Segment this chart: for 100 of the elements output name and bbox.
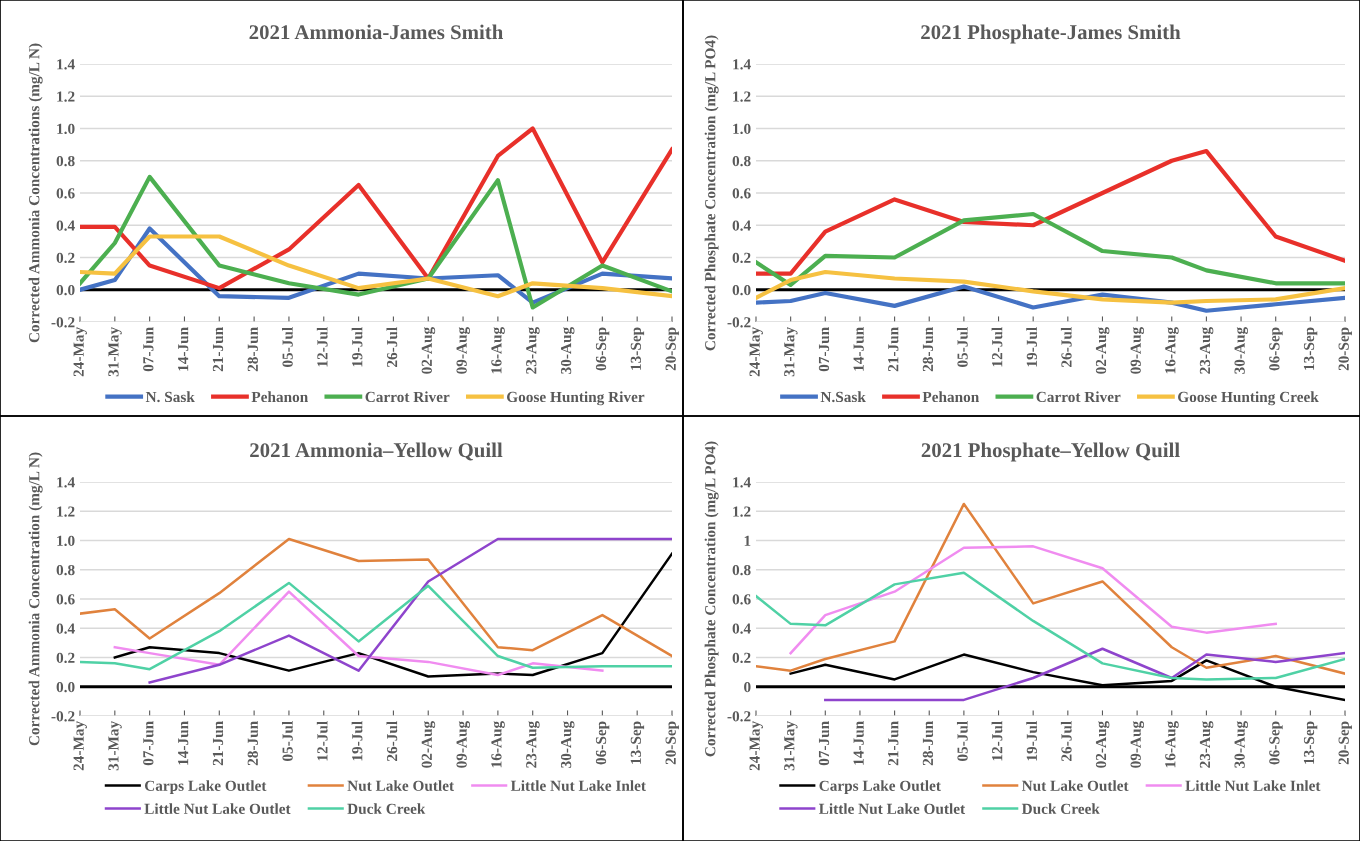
x-tick-label: 24-May <box>73 327 87 377</box>
x-tick-label: 28-Jun <box>247 327 258 372</box>
line-series <box>756 502 1345 675</box>
line-series <box>80 126 672 291</box>
x-tick-label: 20-Sep <box>665 721 679 765</box>
legend-label: Carrot River <box>365 391 450 403</box>
x-tick-label: 14-Jun <box>853 721 864 765</box>
x-tick-label: 30-Aug <box>1234 721 1248 768</box>
x-tick-label: 05-Jul <box>282 327 293 368</box>
y-tick-label: 1.2 <box>57 506 75 517</box>
legend-label: Goose Hunting River <box>507 391 645 406</box>
legend-label: N. Sask <box>145 391 195 403</box>
x-tick-label: 31-May <box>108 721 122 771</box>
x-tick-label: 13-Sep <box>1303 327 1318 370</box>
legend-label: Pehanon <box>922 391 980 403</box>
y-tick-label: 1.4 <box>733 477 751 488</box>
x-tick-label: 05-Jul <box>282 721 293 762</box>
x-tick-label: 06-Sep <box>595 327 610 371</box>
legend-label: Little Nut Lake Inlet <box>1185 780 1321 791</box>
x-tick-label: 07-Jun <box>818 721 830 766</box>
y-tick-label: 0.6 <box>56 594 75 605</box>
line-series <box>824 647 1345 702</box>
y-axis-title: Corrected Ammonia Concentration (mg/L N) <box>28 452 43 746</box>
y-tick-label: -0.2 <box>51 317 75 328</box>
x-tick-label: 12-Jul <box>991 721 1003 761</box>
y-tick-label: 1.0 <box>57 123 75 135</box>
x-tick-label: 06-Sep <box>1269 721 1283 765</box>
x-tick-label: 28-Jun <box>247 721 258 766</box>
y-tick-label: 0.8 <box>732 155 751 167</box>
line-series <box>756 269 1345 305</box>
legend-label: Duck Creek <box>347 803 426 815</box>
legend-label: Carrot River <box>1036 391 1121 403</box>
line-series <box>80 537 672 658</box>
chart-title: 2021 Ammonia-James Smith <box>249 24 504 40</box>
x-tick-label: 26-Jul <box>386 327 398 367</box>
y-tick-label: -0.2 <box>727 711 751 722</box>
line-series <box>148 537 672 684</box>
y-tick-label: 1.4 <box>733 59 751 70</box>
legend-label: Little Nut Lake Outlet <box>818 803 966 815</box>
x-tick-label: 05-Jul <box>956 721 968 762</box>
y-tick-label: -0.2 <box>51 711 75 722</box>
x-tick-label: 30-Aug <box>1234 327 1248 374</box>
x-tick-label: 12-Jul <box>316 721 328 761</box>
y-tick-label: 0.0 <box>732 284 751 296</box>
x-tick-label: 14-Jun <box>178 327 189 371</box>
x-tick-label: 16-Aug <box>491 327 505 374</box>
y-tick-label: 0.0 <box>56 681 75 693</box>
y-tick-label: 0 <box>744 681 751 693</box>
y-tick-label: 0.4 <box>732 623 751 634</box>
x-tick-label: 05-Jul <box>956 327 968 368</box>
legend-label: Nut Lake Outlet <box>347 780 455 791</box>
x-tick-label: 19-Jul <box>1026 327 1038 367</box>
y-tick-label: 1.2 <box>57 91 75 102</box>
x-tick-label: 21-Jun <box>212 327 224 372</box>
x-tick-label: 31-May <box>784 327 798 377</box>
x-tick-label: 09-Aug <box>456 721 470 768</box>
x-tick-label: 23-Aug <box>526 721 540 768</box>
line-series <box>756 571 1345 681</box>
y-axis-title: Corrected Phosphate Concentration (mg/L PO4) <box>704 441 719 757</box>
x-tick-label: 19-Jul <box>1026 721 1038 761</box>
x-tick-label: 14-Jun <box>178 721 189 765</box>
y-tick-label: 0.4 <box>732 220 751 231</box>
y-tick-label: 1.4 <box>57 477 75 488</box>
legend-label: Nut Lake Outlet <box>1021 780 1129 791</box>
x-tick-label: 02-Aug <box>1095 327 1110 374</box>
x-tick-label: 24-May <box>749 721 763 771</box>
x-tick-label: 31-May <box>108 327 122 377</box>
x-tick-label: 24-May <box>73 721 87 771</box>
y-tick-label: 1.0 <box>57 535 75 547</box>
x-tick-label: 21-Jun <box>888 327 899 372</box>
x-tick-label: 06-Sep <box>595 721 610 765</box>
legend-label: Duck Creek <box>1021 803 1100 815</box>
x-tick-label: 16-Aug <box>491 721 505 768</box>
legend-label: Pehanon <box>251 391 308 403</box>
x-tick-label: 16-Aug <box>1165 721 1179 768</box>
y-tick-label: 0.0 <box>56 284 75 296</box>
legend-label: N.Sask <box>820 391 866 403</box>
x-tick-label: 07-Jun <box>818 327 830 372</box>
x-tick-label: 02-Aug <box>1095 721 1110 768</box>
legend-label: Carps Lake Outlet <box>819 780 941 795</box>
x-tick-label: 21-Jun <box>212 721 224 766</box>
chart-title: 2021 Phosphate-James Smith <box>921 24 1181 44</box>
x-tick-label: 19-Jul <box>351 721 363 761</box>
x-tick-label: 09-Aug <box>456 327 470 374</box>
x-tick-label: 13-Sep <box>1303 721 1318 764</box>
y-tick-label: 0.8 <box>732 564 751 576</box>
x-tick-label: 13-Sep <box>630 721 645 764</box>
x-tick-label: 12-Jul <box>991 327 1003 367</box>
y-tick-label: 0.4 <box>56 623 75 634</box>
y-tick-label: -0.2 <box>727 317 751 328</box>
x-tick-label: 07-Jun <box>143 721 154 766</box>
x-tick-label: 20-Sep <box>665 327 679 371</box>
line-series <box>80 234 672 299</box>
x-tick-label: 09-Aug <box>1130 721 1145 768</box>
y-axis-title: Corrected Phosphate Concentration (mg/L PO4) <box>704 35 719 351</box>
legend-label: Goose Hunting Creek <box>1178 391 1319 406</box>
y-tick-label: 1 <box>744 535 751 546</box>
x-tick-label: 26-Jul <box>1060 327 1072 367</box>
chart-title: 2021 Ammonia–Yellow Quill <box>250 442 503 461</box>
y-tick-label: 0.2 <box>732 652 751 664</box>
